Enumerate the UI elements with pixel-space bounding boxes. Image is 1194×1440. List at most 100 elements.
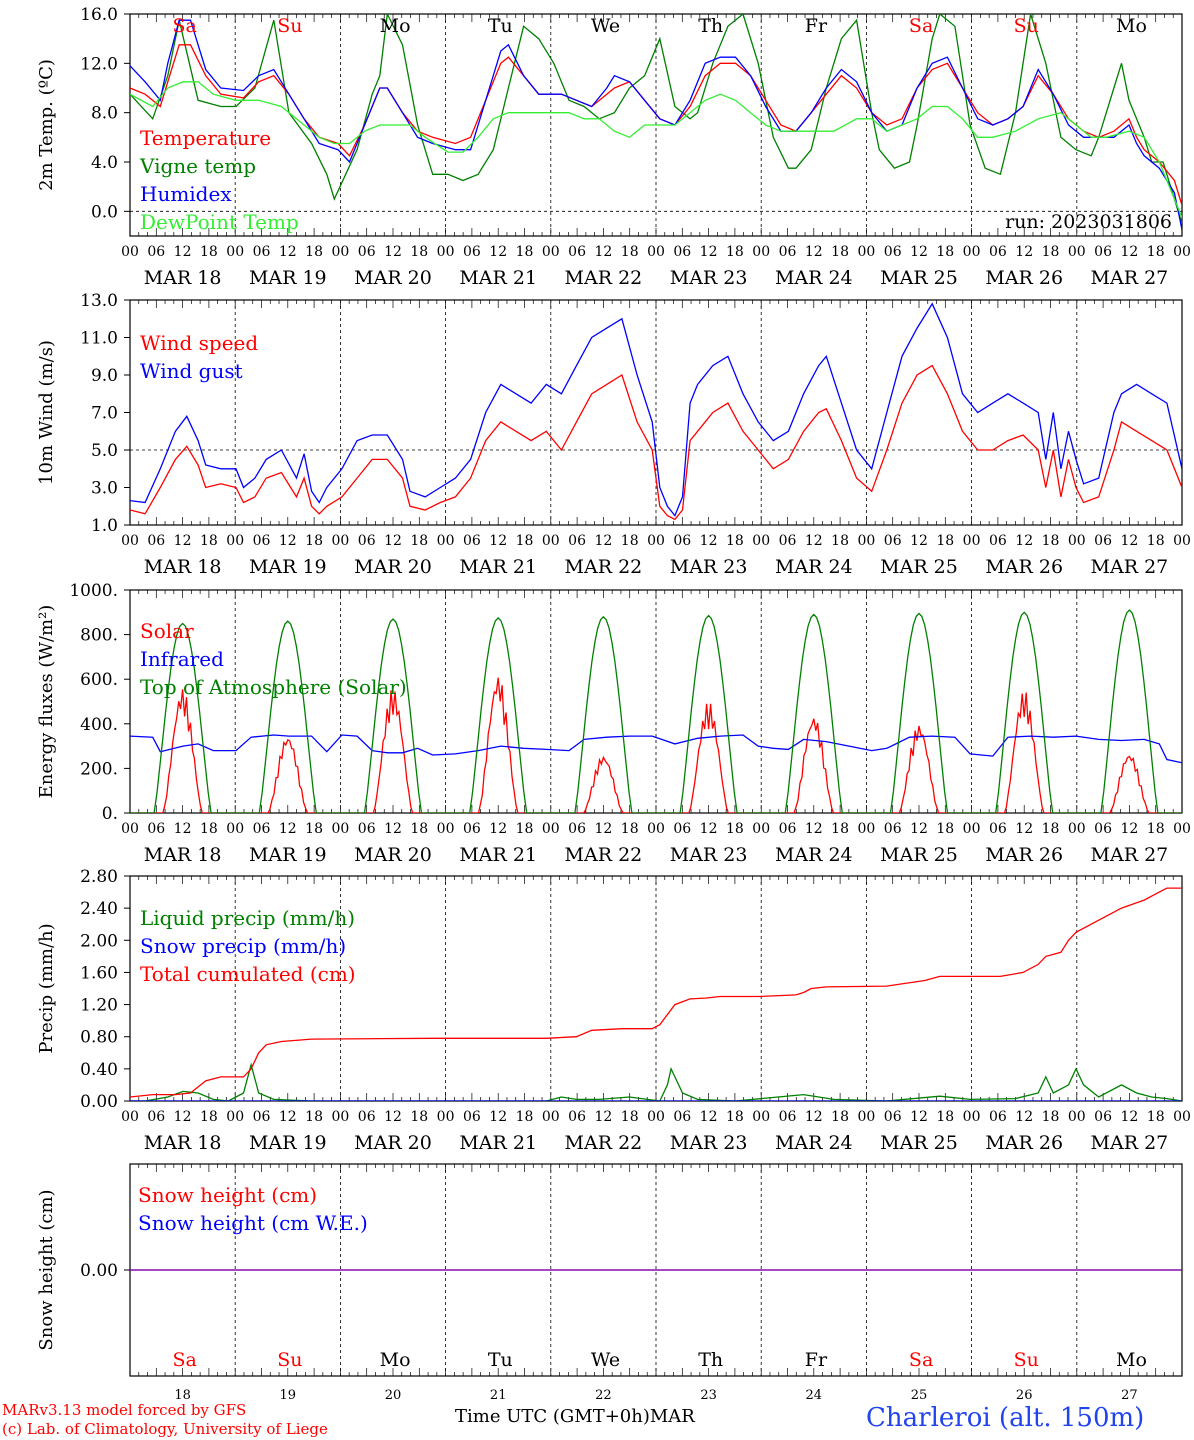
hour-tick-label: 18: [200, 821, 218, 837]
x-axis-title: Time UTC (GMT+0h)MAR: [455, 1406, 695, 1427]
hour-tick-label: 06: [358, 821, 376, 837]
date-label: MAR 26: [985, 267, 1063, 289]
date-label: MAR 26: [985, 556, 1063, 578]
y-axis-label: 2m Temp. (ºC): [36, 59, 57, 191]
hour-tick-label: 00: [121, 821, 139, 837]
hour-tick-label: 12: [805, 244, 823, 260]
hour-tick-label: 06: [147, 244, 165, 260]
weekday-label: Mo: [380, 15, 411, 37]
legend-entry: Liquid precip (mm/h): [140, 906, 355, 930]
x-axis-label: Time UTC (GMT+0h): [455, 1406, 650, 1427]
hour-tick-label: 18: [1147, 821, 1165, 837]
date-label: MAR 20: [354, 267, 432, 289]
hour-tick-label: 00: [331, 244, 349, 260]
plot-frame: [129, 589, 1183, 814]
legend-entry: Top of Atmosphere (Solar): [140, 675, 407, 699]
plot-frame: [129, 299, 1183, 526]
hour-tick-label: 18: [305, 821, 323, 837]
hour-tick-label: 06: [779, 821, 797, 837]
legend-entry: Vigne temp: [139, 154, 256, 178]
y-tick-label: 2.40: [80, 899, 118, 919]
date-label: MAR 27: [1091, 1132, 1169, 1154]
hour-tick-label: 12: [384, 821, 402, 837]
hour-tick-label: 06: [673, 821, 691, 837]
hour-tick-label: 00: [1173, 1109, 1191, 1125]
weekday-label: Su: [277, 15, 302, 37]
weekday-label: Tu: [488, 15, 513, 37]
date-label: MAR 23: [670, 844, 748, 866]
day-number-label: 20: [385, 1388, 402, 1403]
hour-tick-label: 06: [779, 533, 797, 549]
hour-tick-label: 06: [1094, 1109, 1112, 1125]
hour-tick-label: 06: [1094, 244, 1112, 260]
panel-5: 0.00 Snow height (cm) Snow height (cm) Snow…: [36, 1163, 1183, 1403]
hour-tick-label: 06: [1094, 533, 1112, 549]
y-tick-label: 0.: [102, 804, 118, 824]
hour-tick-label: 18: [621, 1109, 639, 1125]
hour-tick-label: 12: [279, 533, 297, 549]
hour-tick-label: 00: [1173, 244, 1191, 260]
hour-tick-label: 06: [673, 533, 691, 549]
hour-tick-label: 00: [1173, 533, 1191, 549]
series-line-infrared: [130, 734, 1182, 764]
weekday-label: Sa: [173, 15, 197, 37]
hour-tick-label: 12: [594, 533, 612, 549]
y-tick-label: 2.80: [80, 867, 118, 887]
hour-tick-label: 00: [857, 244, 875, 260]
y-tick-label: 600.: [80, 670, 118, 690]
hour-tick-label: 18: [305, 244, 323, 260]
weekday-label: Mo: [380, 1349, 411, 1371]
day-number-label: 18: [174, 1388, 191, 1403]
model-credit: MARv3.13 model forced by GFS (c) Lab. of…: [2, 1401, 328, 1439]
hour-tick-label: 00: [963, 244, 981, 260]
hour-tick-label: 06: [358, 1109, 376, 1125]
hour-tick-label: 00: [647, 821, 665, 837]
hour-tick-label: 12: [1015, 533, 1033, 549]
hour-tick-label: 06: [884, 244, 902, 260]
day-number-label: 26: [1016, 1388, 1033, 1403]
hour-tick-label: 06: [147, 821, 165, 837]
date-label: MAR 27: [1091, 267, 1169, 289]
legend-entry: Temperature: [140, 126, 271, 150]
hour-tick-label: 06: [989, 821, 1007, 837]
y-tick-label: 200.: [80, 759, 118, 779]
series-group: [130, 302, 1182, 521]
hour-tick-label: 00: [963, 533, 981, 549]
series-line-liquid-precip-mm-h-: [130, 1062, 1182, 1101]
date-label: MAR 24: [775, 844, 853, 866]
hour-tick-label: 06: [147, 533, 165, 549]
weekday-label: Tu: [488, 1349, 513, 1371]
legend-entry: Humidex: [140, 182, 232, 206]
date-label: MAR 27: [1091, 844, 1169, 866]
weekday-label: Th: [698, 1349, 723, 1371]
hour-tick-label: 00: [1068, 1109, 1086, 1125]
hour-tick-label: 18: [621, 533, 639, 549]
hour-tick-label: 00: [857, 821, 875, 837]
hour-tick-label: 18: [410, 1109, 428, 1125]
date-label: MAR 25: [880, 556, 958, 578]
hour-tick-label: 12: [1015, 1109, 1033, 1125]
series-line-top-of-atmosphere-solar-: [130, 609, 1182, 813]
date-label: MAR 21: [459, 556, 537, 578]
hour-tick-label: 06: [147, 1109, 165, 1125]
hour-tick-label: 18: [936, 821, 954, 837]
hour-tick-label: 06: [673, 244, 691, 260]
hour-tick-label: 12: [1120, 1109, 1138, 1125]
y-tick-label: 1000.: [69, 581, 118, 601]
hour-tick-label: 00: [1068, 533, 1086, 549]
hour-tick-label: 00: [437, 821, 455, 837]
series-line-vigne-temp: [130, 14, 1182, 224]
date-label: MAR 21: [459, 267, 537, 289]
panel-2: 1.0 3.0 5.0 7.0 9.0 11.0 13.0 10m Wind (m/s) Win…: [36, 291, 1191, 578]
date-label: MAR 23: [670, 556, 748, 578]
y-tick-label: 13.0: [80, 291, 118, 311]
hour-tick-label: 18: [1042, 533, 1060, 549]
hour-tick-label: 00: [647, 533, 665, 549]
hour-tick-label: 18: [831, 1109, 849, 1125]
weekday-label: Su: [1014, 15, 1039, 37]
hour-tick-label: 12: [805, 533, 823, 549]
hour-tick-label: 18: [516, 1109, 534, 1125]
date-label: MAR 19: [249, 267, 327, 289]
day-number-label: 23: [700, 1388, 717, 1403]
legend-entry: Snow height (cm): [138, 1183, 317, 1207]
